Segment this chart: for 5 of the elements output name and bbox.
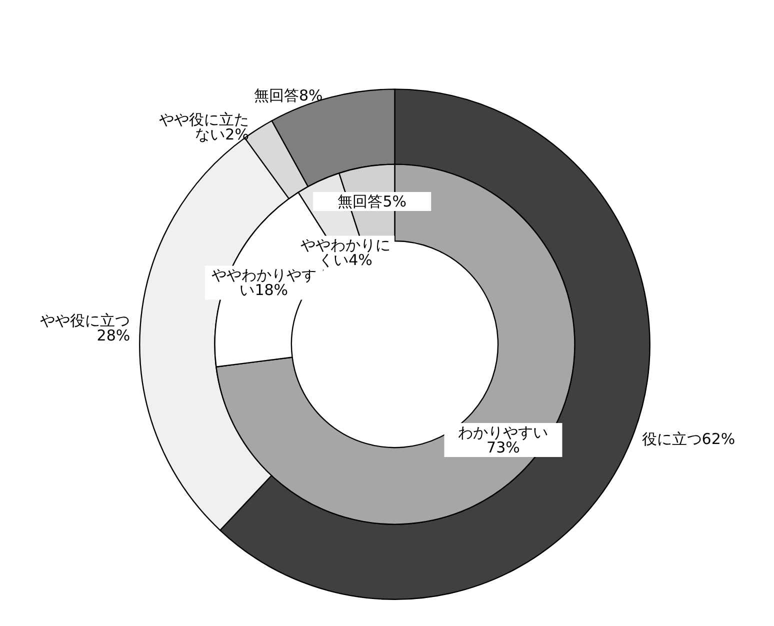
slice-label: 役に立つ62% [642,430,736,448]
slice-label: 無回答5% [338,192,407,210]
slice-label: わかりやすい [458,423,548,442]
slice-label: 無回答8% [254,86,323,104]
slice-label: やや役に立たない2% [158,110,249,144]
